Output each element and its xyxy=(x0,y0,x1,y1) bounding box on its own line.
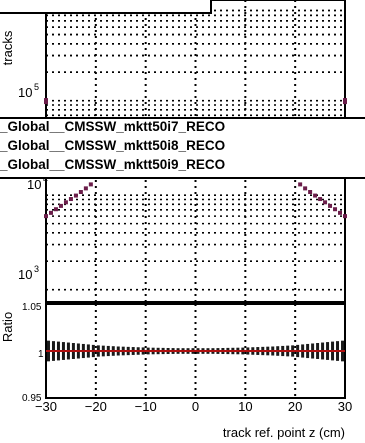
upper-data-point xyxy=(88,182,93,187)
upper-data-point xyxy=(333,207,338,212)
y-tick-exponent: 3 xyxy=(34,264,39,274)
upper-y-axis-label: tracks xyxy=(0,30,15,65)
upper-y-tick-label-1e3: 10 3 xyxy=(18,264,39,282)
upper-data-point xyxy=(68,197,73,202)
x-tick-label: −20 xyxy=(85,399,107,414)
y-tick-base: 10 xyxy=(18,85,32,100)
legend: _Global__CMSSW_mktt50i7_RECO _Global__CM… xyxy=(0,117,365,179)
upper-data-point xyxy=(53,207,58,212)
upper-data-point xyxy=(83,186,88,191)
x-tick-labels: −30 −20 −10 0 10 20 30 xyxy=(35,399,352,414)
upper-data-point xyxy=(313,193,318,198)
upper-data-point xyxy=(63,200,68,205)
ratio-y-axis-label: Ratio xyxy=(0,312,15,342)
legend-entry-series-1: _Global__CMSSW_mktt50i7_RECO xyxy=(0,119,226,134)
x-tick-label: 0 xyxy=(192,399,199,414)
x-tick-label: 20 xyxy=(288,399,302,414)
upper-data-point xyxy=(44,214,48,219)
upper-grid xyxy=(46,0,345,302)
upper-data-point xyxy=(323,200,328,205)
upper-y-tick-label-1e4: 10 4 xyxy=(27,174,48,192)
upper-data-point xyxy=(338,210,343,215)
upper-data-point xyxy=(318,197,323,202)
x-tick-label: −30 xyxy=(35,399,57,414)
upper-y-tick-label-1e5: 10 5 xyxy=(18,82,39,100)
x-tick-label: −10 xyxy=(135,399,157,414)
upper-data-point xyxy=(343,214,347,219)
legend-entry-series-2: _Global__CMSSW_mktt50i8_RECO xyxy=(0,138,226,153)
upper-data-points xyxy=(44,98,347,219)
x-axis-label: track ref. point z (cm) xyxy=(223,425,345,440)
y-tick-exponent: 4 xyxy=(43,174,48,184)
x-tick-label: 10 xyxy=(238,399,252,414)
upper-data-point xyxy=(48,210,53,215)
y-tick-base: 10 xyxy=(27,177,41,192)
upper-data-point xyxy=(73,193,78,198)
upper-data-point xyxy=(298,182,303,187)
x-tick-label: 30 xyxy=(338,399,352,414)
ratio-y-tick-top: 1.05 xyxy=(22,302,42,313)
ratio-y-tick-bottom: 0.95 xyxy=(22,393,42,404)
title-box-fragment xyxy=(0,0,212,14)
y-tick-base: 10 xyxy=(18,267,32,282)
upper-data-point xyxy=(328,203,333,208)
upper-data-point xyxy=(308,190,313,195)
upper-data-point xyxy=(78,190,83,195)
y-tick-exponent: 5 xyxy=(34,82,39,92)
upper-edge-point xyxy=(44,98,48,105)
ratio-y-tick-mid: 1 xyxy=(38,349,44,360)
upper-panel: tracks 10 5 10 4 10 3 xyxy=(0,0,347,303)
upper-data-point xyxy=(58,203,63,208)
upper-edge-point xyxy=(343,98,347,105)
legend-entry-series-3: _Global__CMSSW_mktt50i9_RECO xyxy=(0,157,226,172)
upper-data-point xyxy=(303,186,308,191)
ratio-panel: Ratio 1.05 1 0.95 −30 −20 −10 0 10 20 30 track… xyxy=(0,302,352,440)
